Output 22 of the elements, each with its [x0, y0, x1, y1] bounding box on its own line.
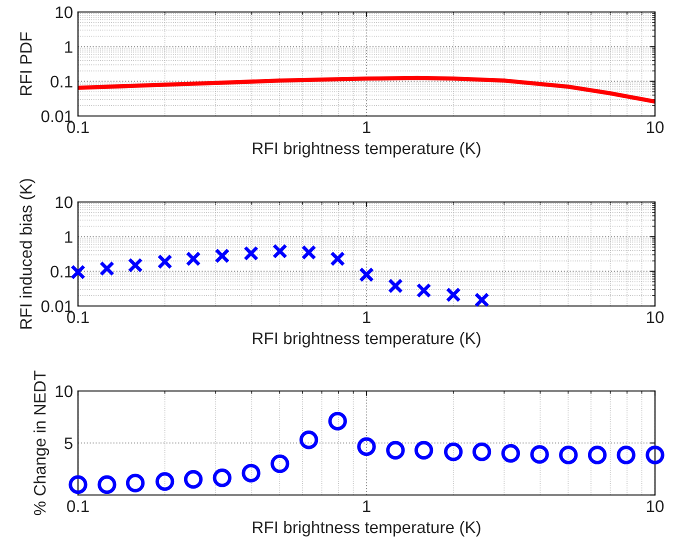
x-tick-label: 1	[363, 500, 370, 512]
y-tick-label: 10	[56, 196, 72, 208]
y-tick-label: 0.01	[41, 300, 72, 312]
y-axis-title: % Change in NEDT	[34, 370, 50, 516]
x-tick-label: 1	[363, 121, 370, 133]
y-tick-label: 1	[65, 41, 72, 53]
y-tick-label: 0.01	[41, 110, 72, 122]
x-tick-label: 10	[647, 121, 664, 134]
y-axis-title: RFI induced bias (K)	[20, 179, 36, 329]
y-tick-label: 10	[56, 6, 72, 18]
y-tick-label: 10	[56, 385, 72, 398]
y-tick-label: 0.1	[50, 76, 72, 88]
x-tick-label: 10	[647, 311, 664, 324]
x-axis-title: RFI brightness temperature (K)	[253, 332, 480, 348]
y-tick-label: 0.1	[50, 266, 72, 278]
x-axis-title: RFI brightness temperature (K)	[253, 142, 480, 158]
y-tick-label: 1	[65, 231, 72, 243]
x-tick-label: 10	[647, 500, 664, 512]
x-axis-title: RFI brightness temperature (K)	[253, 520, 480, 536]
y-axis-title: RFI PDF	[20, 32, 32, 96]
y-tick-label: 5	[64, 438, 72, 450]
x-tick-label: 1	[363, 311, 370, 323]
